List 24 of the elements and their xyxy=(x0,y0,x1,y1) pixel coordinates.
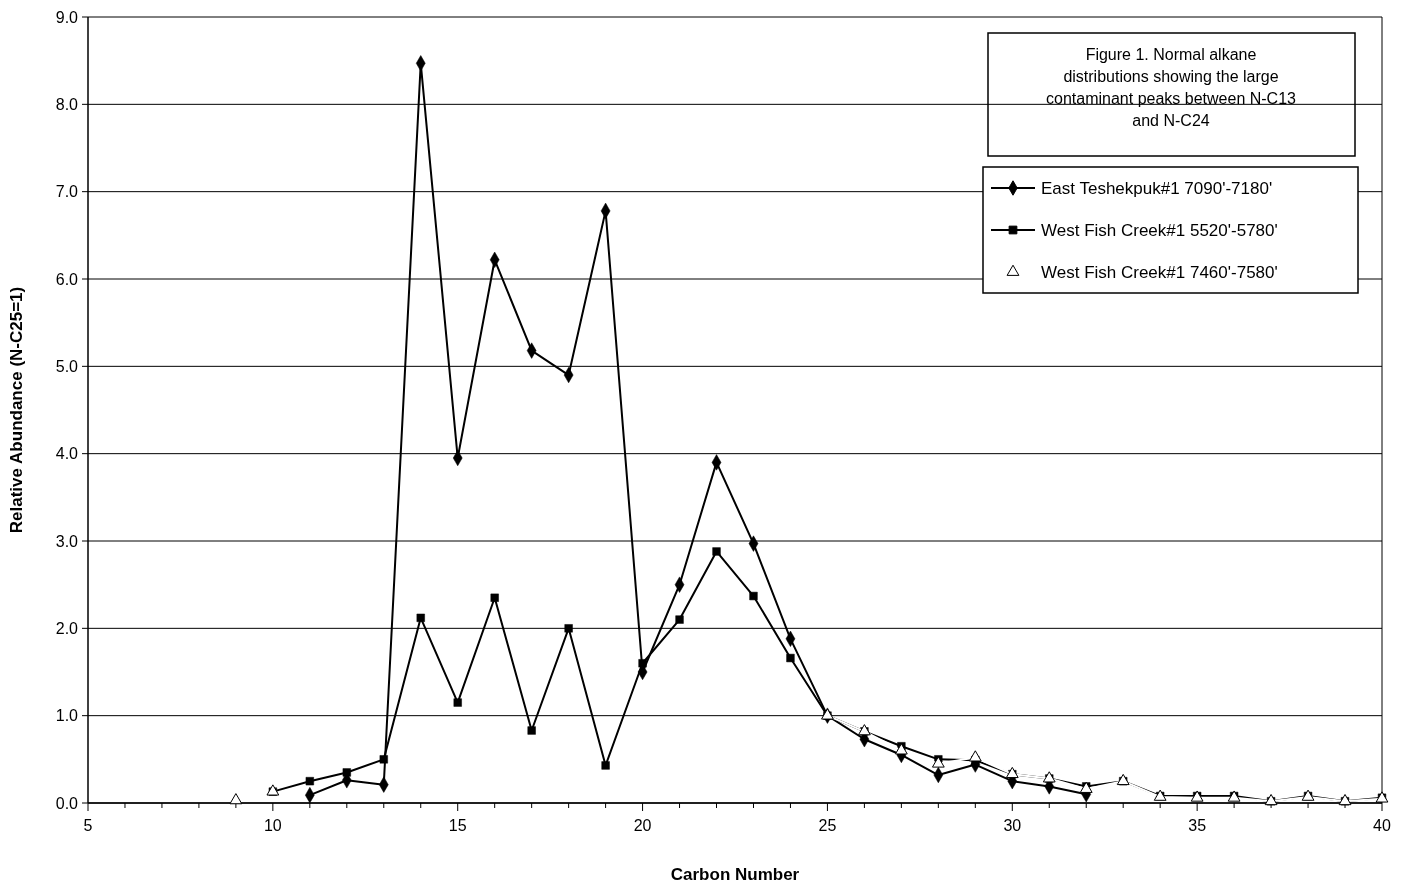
legend-label: West Fish Creek#1 7460'-7580' xyxy=(1041,262,1278,282)
x-tick-label: 20 xyxy=(633,817,652,834)
y-tick-label: 1.0 xyxy=(55,707,79,725)
y-tick-label: 3.0 xyxy=(55,532,79,550)
y-tick-label: 9.0 xyxy=(55,8,79,26)
y-tick-label: 8.0 xyxy=(55,95,79,113)
x-tick-label: 25 xyxy=(818,817,837,834)
y-tick-label: 4.0 xyxy=(55,445,79,463)
x-tick-label: 15 xyxy=(448,817,467,834)
text: Figure 1. Normal alkane distributions showing the large contaminant peaks between N-C13 and N-C24 xyxy=(1046,45,1297,129)
x-tick-label: 35 xyxy=(1188,817,1207,834)
legend-label: West Fish Creek#1 5520'-5780' xyxy=(1041,220,1278,240)
y-tick-label: 7.0 xyxy=(55,183,79,201)
legend-label: East Teshekpuk#1 7090'-7180' xyxy=(1041,178,1273,198)
x-tick-label: 30 xyxy=(1003,817,1022,834)
x-tick-label: 40 xyxy=(1373,817,1391,834)
y-tick-label: 0.0 xyxy=(55,794,79,812)
y-tick-label: 2.0 xyxy=(55,619,79,637)
x-axis-title: Carbon Number xyxy=(670,865,800,884)
x-tick-label: 10 xyxy=(263,817,282,834)
y-axis-title: Relative Abundance (N-C25=1) xyxy=(7,286,26,534)
y-tick-label: 5.0 xyxy=(55,357,79,375)
y-tick-label: 6.0 xyxy=(55,270,79,288)
x-tick-label: 5 xyxy=(83,817,93,834)
